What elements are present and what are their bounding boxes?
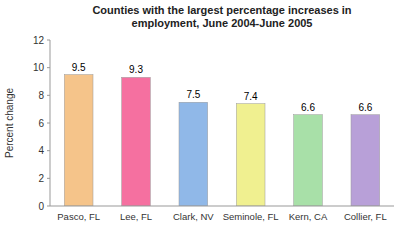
y-tick-label: 8 (38, 90, 44, 101)
data-label: 7.4 (244, 91, 258, 102)
y-tick-label: 6 (38, 118, 44, 129)
data-label: 9.3 (129, 64, 143, 75)
bars (64, 75, 379, 206)
data-label: 6.6 (358, 102, 372, 113)
data-label: 7.5 (186, 89, 200, 100)
chart-container: Counties with the largest percentage inc… (0, 0, 401, 238)
y-tick-label: 4 (38, 145, 44, 156)
y-tick-label: 10 (33, 62, 45, 73)
title: Counties with the largest percentage inc… (92, 4, 351, 29)
y-tick-label: 2 (38, 173, 44, 184)
x-tick-label: Collier, FL (344, 211, 387, 222)
y-tick-label: 0 (38, 201, 44, 212)
data-label: 6.6 (301, 102, 315, 113)
y-axis-line (50, 40, 51, 206)
data-label: 9.5 (72, 62, 86, 73)
bar (179, 102, 208, 206)
chart: Counties with the largest percentage inc… (0, 0, 401, 238)
x-tick-label: Lee, FL (120, 211, 152, 222)
bar (351, 115, 380, 206)
x-tick-label: Pasco, FL (57, 211, 100, 222)
x-tick-label: Clark, NV (173, 211, 214, 222)
x-tick-label: Kern, CA (289, 211, 328, 222)
bar (64, 75, 93, 206)
y-tick-label: 12 (33, 35, 45, 46)
x-axis-line (50, 206, 394, 207)
bar (122, 77, 151, 206)
bar (294, 115, 323, 206)
y-axis-label: Percent change (4, 88, 15, 158)
bar (236, 104, 265, 206)
x-tick-label: Seminole, FL (223, 211, 279, 222)
